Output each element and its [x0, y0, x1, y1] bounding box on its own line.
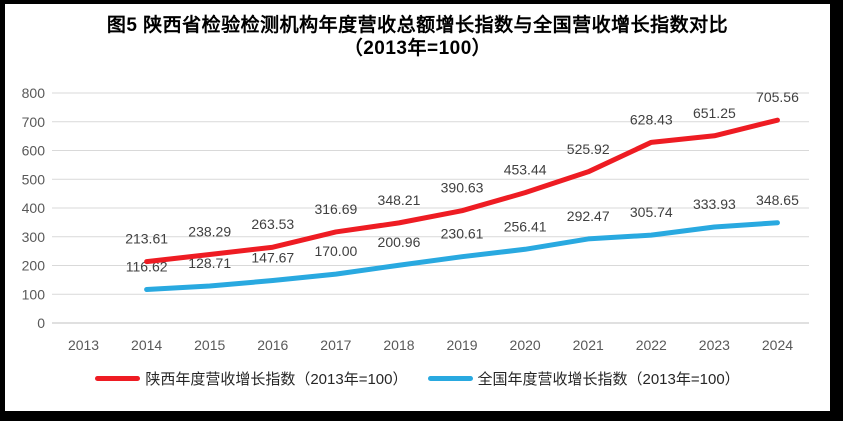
data-label: 705.56: [756, 89, 799, 105]
data-label: 525.92: [567, 141, 610, 157]
x-tick-label: 2022: [636, 337, 667, 353]
y-tick-label: 300: [22, 229, 46, 245]
y-tick-label: 600: [22, 143, 46, 159]
shaanxi-line-swatch-icon: [95, 376, 141, 381]
national-line-swatch-icon: [427, 376, 473, 381]
data-label: 316.69: [314, 201, 357, 217]
data-label: 348.65: [756, 192, 799, 208]
national-series-line: [144, 220, 780, 292]
data-label: 390.63: [441, 180, 484, 196]
x-tick-label: 2017: [320, 337, 351, 353]
data-label: 305.74: [630, 204, 673, 220]
x-tick-label: 2020: [510, 337, 541, 353]
legend-item-shaanxi: 陕西年度营收增长指数（2013年=100）: [95, 368, 408, 389]
x-tick-label: 2015: [194, 337, 225, 353]
data-label: 333.93: [693, 196, 736, 212]
data-label: 628.43: [630, 111, 673, 127]
x-tick-label: 2014: [131, 337, 162, 353]
x-tick-label: 2018: [383, 337, 414, 353]
data-label: 200.96: [378, 234, 421, 250]
data-label: 651.25: [693, 105, 736, 121]
data-label: 170.00: [314, 243, 357, 259]
data-label: 238.29: [188, 223, 231, 239]
legend-item-national: 全国年度营收增长指数（2013年=100）: [427, 368, 740, 389]
data-label: 263.53: [251, 216, 294, 232]
legend-label-national: 全国年度营收增长指数（2013年=100）: [477, 371, 740, 388]
data-label: 453.44: [504, 162, 547, 178]
y-tick-label: 0: [37, 315, 45, 331]
y-tick-label: 200: [22, 258, 46, 274]
data-label: 348.21: [378, 192, 421, 208]
data-label: 147.67: [251, 250, 294, 266]
data-label: 292.47: [567, 208, 610, 224]
chart-canvas: 0 100 200 300 400 500 600 700 800 2013 2014 2015 201…: [22, 85, 809, 353]
x-tick-label: 2023: [699, 337, 730, 353]
legend-label-shaanxi: 陕西年度营收增长指数（2013年=100）: [145, 371, 408, 388]
y-tick-label: 700: [22, 114, 46, 130]
x-tick-label: 2016: [257, 337, 288, 353]
data-label: 213.61: [125, 231, 168, 247]
x-tick-label: 2024: [762, 337, 793, 353]
x-tick-label: 2019: [446, 337, 477, 353]
x-tick-label: 2013: [68, 337, 99, 353]
shaanxi-series-line: [144, 117, 780, 265]
chart-title-line2: （2013年=100）: [343, 38, 492, 59]
chart-legend: 陕西年度营收增长指数（2013年=100） 全国年度营收增长指数（2013年=1…: [5, 368, 830, 389]
data-label: 128.71: [188, 255, 231, 271]
y-tick-label: 100: [22, 286, 46, 302]
data-label: 256.41: [504, 218, 547, 234]
y-tick-label: 500: [22, 171, 46, 187]
chart-title-line1: 图5 陕西省检验检测机构年度营收总额增长指数与全国营收增长指数对比: [106, 15, 729, 36]
y-tick-label: 400: [22, 200, 46, 216]
chart-title: 图5 陕西省检验检测机构年度营收总额增长指数与全国营收增长指数对比 （2013年…: [5, 14, 830, 60]
data-label: 230.61: [441, 226, 484, 242]
y-tick-label: 800: [22, 85, 46, 101]
x-tick-label: 2021: [573, 337, 604, 353]
